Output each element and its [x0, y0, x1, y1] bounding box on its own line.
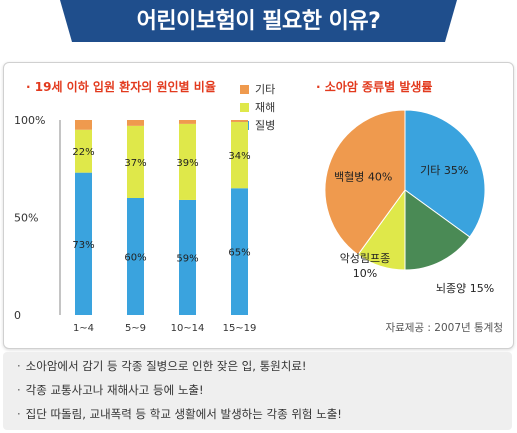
legend-swatch-accident — [240, 102, 249, 112]
banner-shape — [60, 0, 457, 42]
banner-fill — [60, 0, 457, 42]
pie-label: 악성림프종 10% — [340, 252, 391, 280]
pie-label-line: 악성림프종 — [340, 252, 391, 265]
source-note: 자료제공 : 2007년 통계청 — [385, 322, 503, 334]
reason-item: · 각종 교통사고나 재해사고 등에 노출! — [17, 382, 204, 398]
legend-label-other: 기타 — [255, 83, 276, 96]
bar-segment-질병 — [75, 172, 92, 315]
bar-segment-질병 — [179, 199, 196, 315]
pie-chart-title: · 소아암 종류별 발생률 — [316, 78, 432, 95]
bar-chart-title: · 19세 이하 입원 환자의 원인별 비율 — [26, 78, 216, 95]
data-label: 39% — [176, 158, 198, 169]
pie-label-line: 10% — [353, 267, 377, 280]
x-tick-label: 5~9 — [125, 323, 146, 334]
bar-segment-기타 — [179, 120, 196, 124]
pie-label: 기타 35% — [420, 164, 468, 177]
y-tick-label: 0 — [14, 309, 21, 322]
bar-segment-기타 — [231, 120, 248, 122]
legend-label-illness: 질병 — [255, 119, 276, 132]
bar-segment-기타 — [75, 120, 92, 130]
reason-item: · 소아암에서 감기 등 각종 질병으로 인한 잦은 입, 통원치료! — [17, 358, 307, 374]
pie-slice-백혈병 — [324, 109, 406, 256]
x-tick-label: 1~4 — [73, 323, 94, 334]
bullet-dot: · — [17, 383, 21, 397]
title-banner: 어린이보험이 필요한 이유? — [0, 0, 517, 48]
data-label: 60% — [124, 253, 146, 264]
page-title: 어린이보험이 필요한 이유? — [136, 9, 381, 34]
title-bullet: · — [26, 80, 35, 94]
reason-item: · 집단 따돌림, 교내폭력 등 학교 생활에서 발생하는 각종 위험 노출! — [17, 406, 342, 422]
data-label: 65% — [228, 248, 250, 259]
bar-segment-질병 — [127, 198, 144, 315]
reason-text: 각종 교통사고나 재해사고 등에 노출! — [25, 383, 204, 397]
pie-label: 뇌종양 15% — [436, 282, 494, 295]
bar-chart: 100% 50% 0 73% 22% 1~4 60% 37% 5~9 59% 39% 10~14 65%… — [14, 114, 257, 334]
bar-segment-기타 — [127, 120, 144, 126]
bar-segment-재해 — [179, 123, 196, 200]
reasons-list: · 소아암에서 감기 등 각종 질병으로 인한 잦은 입, 통원치료! · 각종 교… — [3, 352, 512, 430]
reason-text: 소아암에서 감기 등 각종 질병으로 인한 잦은 입, 통원치료! — [25, 359, 307, 373]
bar-chart-title-text: 19세 이하 입원 환자의 원인별 비율 — [34, 80, 216, 94]
pie-label: 백혈병 40% — [334, 169, 392, 183]
legend-swatch-other — [240, 84, 249, 94]
pie-chart: 기타 35% 뇌종양 15% 악성림프종 10% 백혈병 40% — [324, 109, 494, 295]
data-label: 73% — [72, 240, 94, 251]
legend-item-accident: 재해 — [240, 98, 275, 116]
y-tick-label: 50% — [14, 212, 38, 225]
data-label: 34% — [228, 151, 250, 162]
legend-label-accident: 재해 — [255, 101, 276, 114]
x-tick-label: 10~14 — [171, 323, 205, 334]
data-label: 37% — [124, 158, 146, 169]
pie-chart-title-text: 소아암 종류별 발생률 — [324, 80, 433, 94]
y-tick-label: 100% — [14, 114, 45, 127]
title-bullet: · — [316, 80, 325, 94]
bullet-dot: · — [17, 359, 21, 373]
pie-slice-기타 — [404, 109, 486, 238]
bar-segment-재해 — [127, 125, 144, 198]
bar-segment-질병 — [231, 188, 248, 315]
x-tick-label: 15~19 — [223, 323, 257, 334]
data-label: 22% — [72, 147, 94, 158]
data-label: 59% — [176, 253, 198, 264]
legend-item-other: 기타 — [240, 80, 275, 98]
pie-slice-뇌종양 — [404, 189, 471, 271]
bar-segment-재해 — [75, 129, 92, 173]
reason-text: 집단 따돌림, 교내폭력 등 학교 생활에서 발생하는 각종 위험 노출! — [25, 407, 342, 421]
bar-segment-재해 — [231, 121, 248, 189]
bullet-dot: · — [17, 407, 21, 421]
